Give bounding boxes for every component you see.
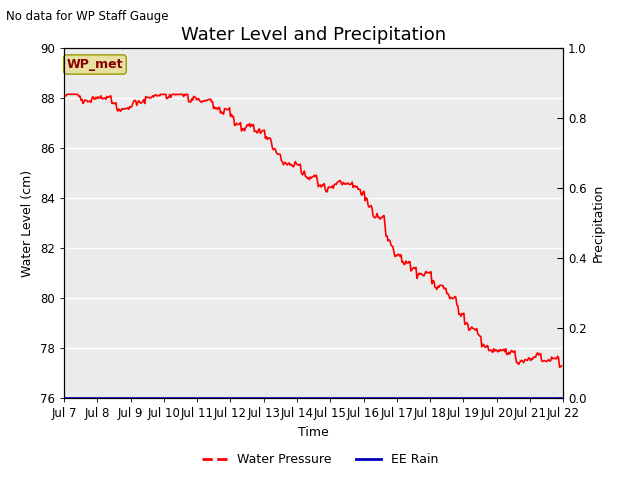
Text: WP_met: WP_met xyxy=(67,58,123,71)
Title: Water Level and Precipitation: Water Level and Precipitation xyxy=(181,25,446,44)
Text: No data for WP Staff Gauge: No data for WP Staff Gauge xyxy=(6,10,169,23)
Legend: Water Pressure, EE Rain: Water Pressure, EE Rain xyxy=(196,448,444,471)
Y-axis label: Precipitation: Precipitation xyxy=(592,184,605,263)
X-axis label: Time: Time xyxy=(298,426,329,439)
Y-axis label: Water Level (cm): Water Level (cm) xyxy=(21,169,35,277)
